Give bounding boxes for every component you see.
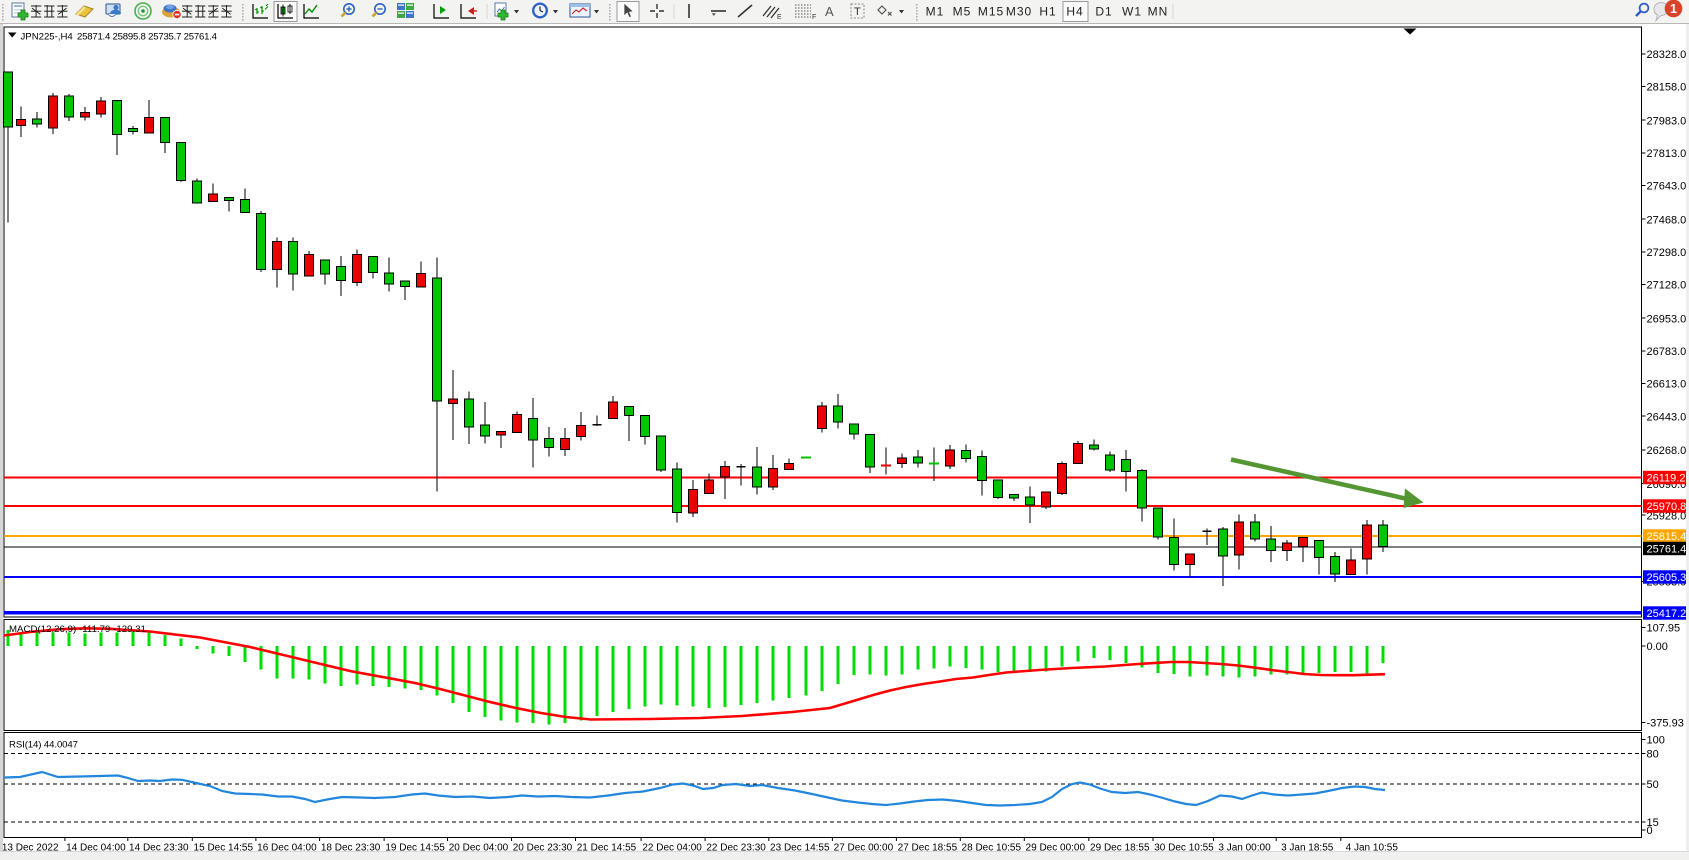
svg-text:D1: D1 [1095,5,1112,19]
svg-text:100: 100 [1647,735,1665,747]
svg-text:19 Dec 14:55: 19 Dec 14:55 [385,843,445,854]
svg-text:107.95: 107.95 [1647,623,1681,635]
svg-text:27813.0: 27813.0 [1647,148,1687,160]
svg-text:M1: M1 [926,5,945,19]
svg-text:25761.4: 25761.4 [1647,544,1687,556]
svg-text:27468.0: 27468.0 [1647,214,1687,226]
svg-text:27298.0: 27298.0 [1647,247,1687,259]
svg-text:A: A [825,4,834,19]
svg-text:W1: W1 [1122,5,1142,19]
svg-text:18 Dec 23:30: 18 Dec 23:30 [321,843,381,854]
svg-text:M30: M30 [1006,5,1032,19]
svg-text:23 Dec 14:55: 23 Dec 14:55 [770,843,830,854]
svg-text:25871.4 25895.8 25735.7 25761.: 25871.4 25895.8 25735.7 25761.4 [77,32,218,43]
svg-text:13 Dec 2022: 13 Dec 2022 [2,843,59,854]
svg-text:MACD(12,26,9) -111.79 -129.31: MACD(12,26,9) -111.79 -129.31 [9,624,146,635]
svg-text:28158.0: 28158.0 [1647,82,1687,94]
svg-text:E: E [777,14,782,21]
svg-text:15: 15 [1647,817,1659,829]
svg-text:H4: H4 [1066,5,1083,19]
svg-text:25815.4: 25815.4 [1647,531,1687,543]
svg-text:25970.8: 25970.8 [1647,501,1687,513]
svg-text:26783.0: 26783.0 [1647,346,1687,358]
svg-text:26268.0: 26268.0 [1647,445,1687,457]
svg-text:80: 80 [1647,749,1659,761]
svg-text:27 Dec 18:55: 27 Dec 18:55 [898,843,958,854]
svg-text:M5: M5 [953,5,972,19]
svg-text:26613.0: 26613.0 [1647,379,1687,391]
svg-text:27128.0: 27128.0 [1647,280,1687,292]
svg-text:14 Dec 04:00: 14 Dec 04:00 [66,843,126,854]
svg-text:4 Jan 10:55: 4 Jan 10:55 [1346,843,1399,854]
svg-text:27643.0: 27643.0 [1647,181,1687,193]
svg-text:27983.0: 27983.0 [1647,115,1687,127]
svg-text:20 Dec 04:00: 20 Dec 04:00 [449,843,509,854]
svg-text:26119.2: 26119.2 [1647,473,1686,485]
svg-text:25928.0: 25928.0 [1647,510,1687,522]
svg-text:26443.0: 26443.0 [1647,411,1687,423]
svg-text:50: 50 [1647,779,1659,791]
svg-text:25417.2: 25417.2 [1647,608,1687,620]
svg-text:0: 0 [1647,825,1653,837]
svg-text:14 Dec 23:30: 14 Dec 23:30 [129,843,189,854]
svg-text:1: 1 [1670,1,1677,16]
svg-text:30 Dec 10:55: 30 Dec 10:55 [1154,843,1214,854]
svg-text:21 Dec 14:55: 21 Dec 14:55 [577,843,637,854]
svg-text:22 Dec 04:00: 22 Dec 04:00 [642,843,702,854]
svg-text:28 Dec 10:55: 28 Dec 10:55 [962,843,1022,854]
svg-text:25605.3: 25605.3 [1647,572,1687,584]
svg-text:29 Dec 00:00: 29 Dec 00:00 [1026,843,1086,854]
svg-text:T: T [854,6,861,18]
svg-text:3 Jan 18:55: 3 Jan 18:55 [1281,843,1334,854]
svg-text:15 Dec 14:55: 15 Dec 14:55 [194,843,254,854]
svg-text:22 Dec 23:30: 22 Dec 23:30 [706,843,766,854]
svg-text:JPN225-,H4: JPN225-,H4 [21,32,74,43]
svg-text:F: F [812,14,816,21]
svg-text:29 Dec 18:55: 29 Dec 18:55 [1090,843,1150,854]
svg-text:RSI(14) 44.0047: RSI(14) 44.0047 [9,740,78,751]
svg-text:MN: MN [1148,5,1169,19]
svg-text:H1: H1 [1039,5,1056,19]
svg-text:M15: M15 [978,5,1004,19]
svg-text:28328.0: 28328.0 [1647,49,1687,61]
svg-text:0.00: 0.00 [1647,641,1668,653]
svg-text:3 Jan 00:00: 3 Jan 00:00 [1218,843,1271,854]
svg-text:27 Dec 00:00: 27 Dec 00:00 [834,843,894,854]
svg-text:-375.93: -375.93 [1647,718,1684,730]
svg-text:26953.0: 26953.0 [1647,313,1687,325]
svg-text:20 Dec 23:30: 20 Dec 23:30 [513,843,573,854]
svg-text:16 Dec 04:00: 16 Dec 04:00 [257,843,317,854]
